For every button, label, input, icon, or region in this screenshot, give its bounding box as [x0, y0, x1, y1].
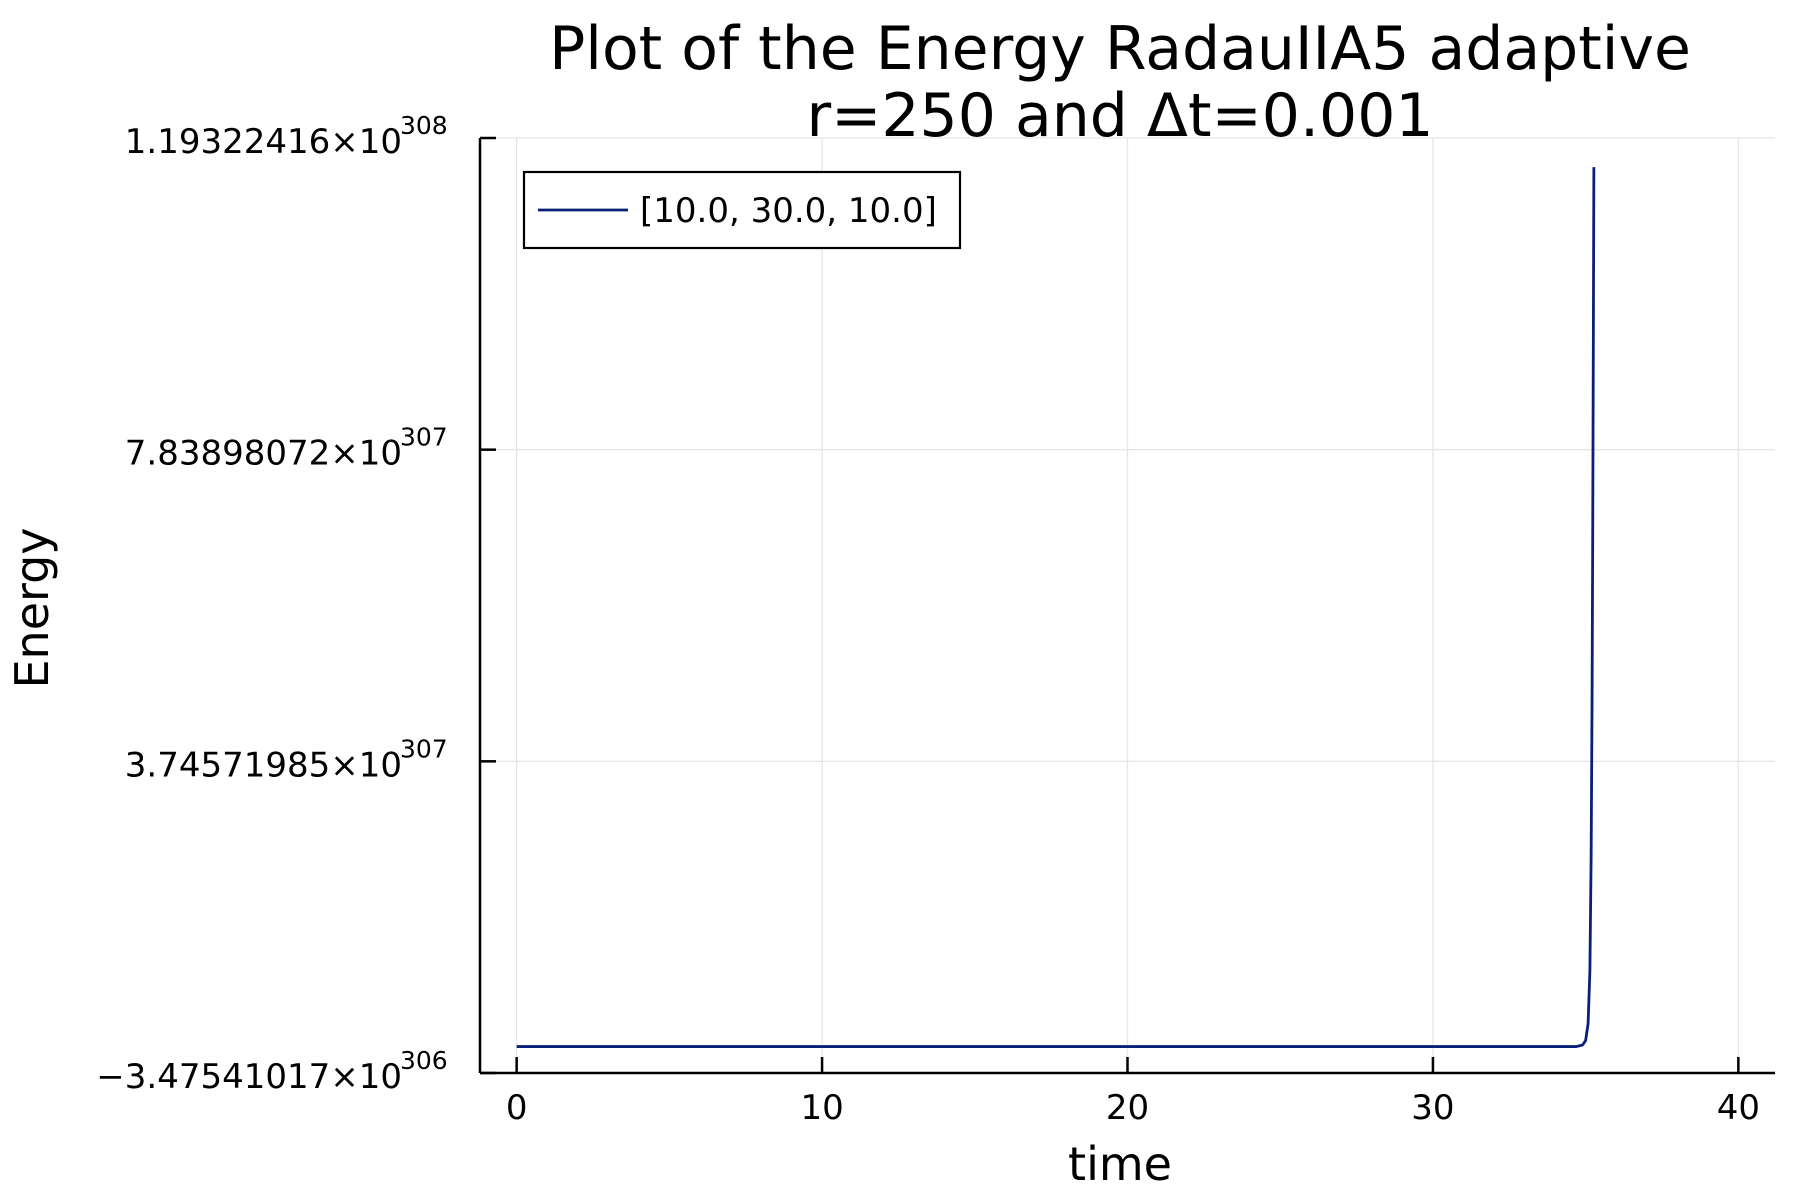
x-axis-label: time: [1068, 1137, 1172, 1191]
axes: [478, 136, 1775, 1075]
legend: [10.0, 30.0, 10.0]: [522, 170, 962, 250]
grid-lines: [480, 137, 1775, 1074]
tick-labels: 0 10 20 30 40−3.47541017×103063.74571985×103…: [96, 111, 1760, 1128]
y-tick-exponent: 306: [400, 1046, 448, 1075]
y-tick-exponent: 307: [400, 423, 448, 452]
x-tick-label: 10: [800, 1088, 843, 1128]
y-tick-exponent: 307: [400, 734, 448, 763]
y-tick-label: 7.83898072×10: [125, 434, 402, 474]
y-tick-label: −3.47541017×10: [96, 1057, 402, 1097]
x-tick-label: 0: [506, 1088, 528, 1128]
series-lines: [516, 167, 1596, 1048]
chart-subtitle: r=250 and Δt=0.001: [806, 81, 1433, 151]
x-tick-label: 20: [1106, 1088, 1149, 1128]
x-tick-label: 30: [1411, 1088, 1454, 1128]
y-tick-label: 1.19322416×10: [125, 122, 402, 162]
y-tick-exponent: 308: [400, 111, 448, 140]
y-tick-label: 3.74571985×10: [125, 745, 402, 785]
x-tick-label: 40: [1717, 1088, 1760, 1128]
legend-label: [10.0, 30.0, 10.0]: [640, 191, 937, 231]
series-line: [516, 167, 1596, 1048]
chart-title: Plot of the Energy RadauIIA5 adaptive: [549, 14, 1691, 84]
y-axis-label: Energy: [5, 527, 59, 688]
